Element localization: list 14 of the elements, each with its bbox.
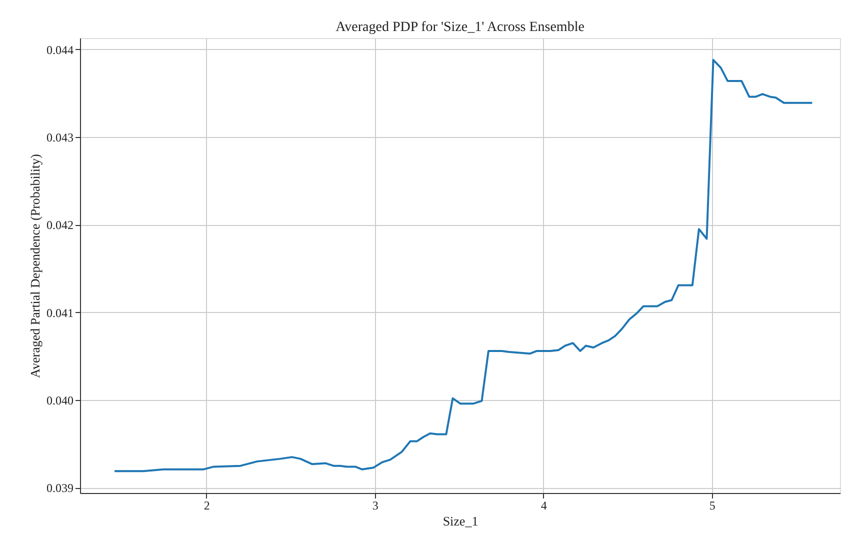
x-tick-label: 5 [709,498,716,512]
y-tick-label: 0.042 [46,218,74,232]
y-tick-label: 0.043 [46,130,74,145]
x-tick-label: 2 [204,498,210,512]
y-axis-title: Averaged Partial Dependence (Probability) [28,154,42,378]
x-tick-label: 4 [540,498,547,512]
y-tick-label: 0.044 [46,42,74,57]
y-tick-label: 0.039 [46,481,74,496]
line-series [114,58,814,472]
y-tick-label: 0.040 [46,394,74,408]
x-tick-label: 3 [372,498,378,512]
chart-title: Averaged PDP for 'Size_1' Across Ensemble [336,20,584,35]
y-tick-label: 0.041 [46,306,74,320]
x-axis-title: Size_1 [442,514,478,528]
